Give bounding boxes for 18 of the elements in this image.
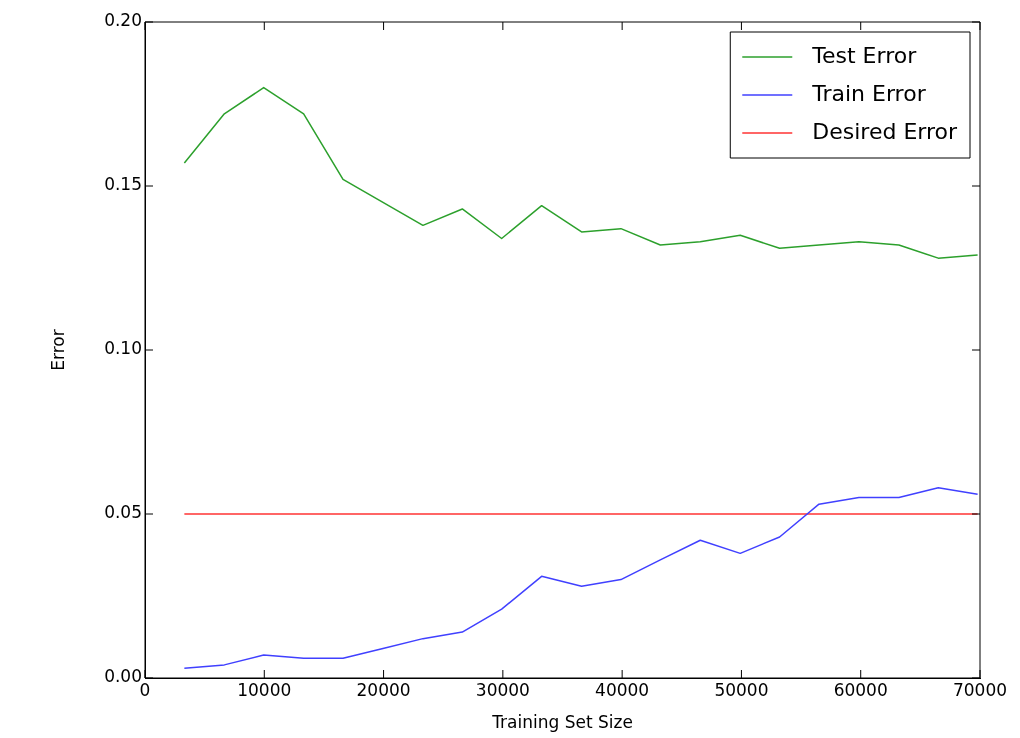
y-tick-label: 0.15	[104, 174, 142, 195]
legend-label: Desired Error	[812, 118, 958, 144]
legend-label: Test Error	[811, 42, 918, 68]
x-tick-label: 10000	[237, 679, 292, 700]
x-tick-label: 50000	[714, 679, 769, 700]
x-tick-label: 70000	[952, 679, 1008, 700]
x-tick-label: 60000	[833, 679, 888, 700]
x-axis-title: Training Set Size	[491, 712, 633, 733]
x-tick-label: 30000	[475, 679, 530, 700]
y-tick-label: 0.10	[104, 338, 142, 359]
y-tick-label: 0.05	[104, 502, 142, 523]
y-tick-label: 0.00	[104, 666, 142, 687]
x-tick-label: 20000	[356, 679, 411, 700]
x-tick-label: 40000	[595, 679, 650, 700]
y-axis-title: Error	[47, 329, 68, 371]
y-tick-label: 0.20	[104, 10, 142, 31]
x-tick-label: 0	[139, 679, 151, 700]
legend-label: Train Error	[811, 80, 927, 106]
